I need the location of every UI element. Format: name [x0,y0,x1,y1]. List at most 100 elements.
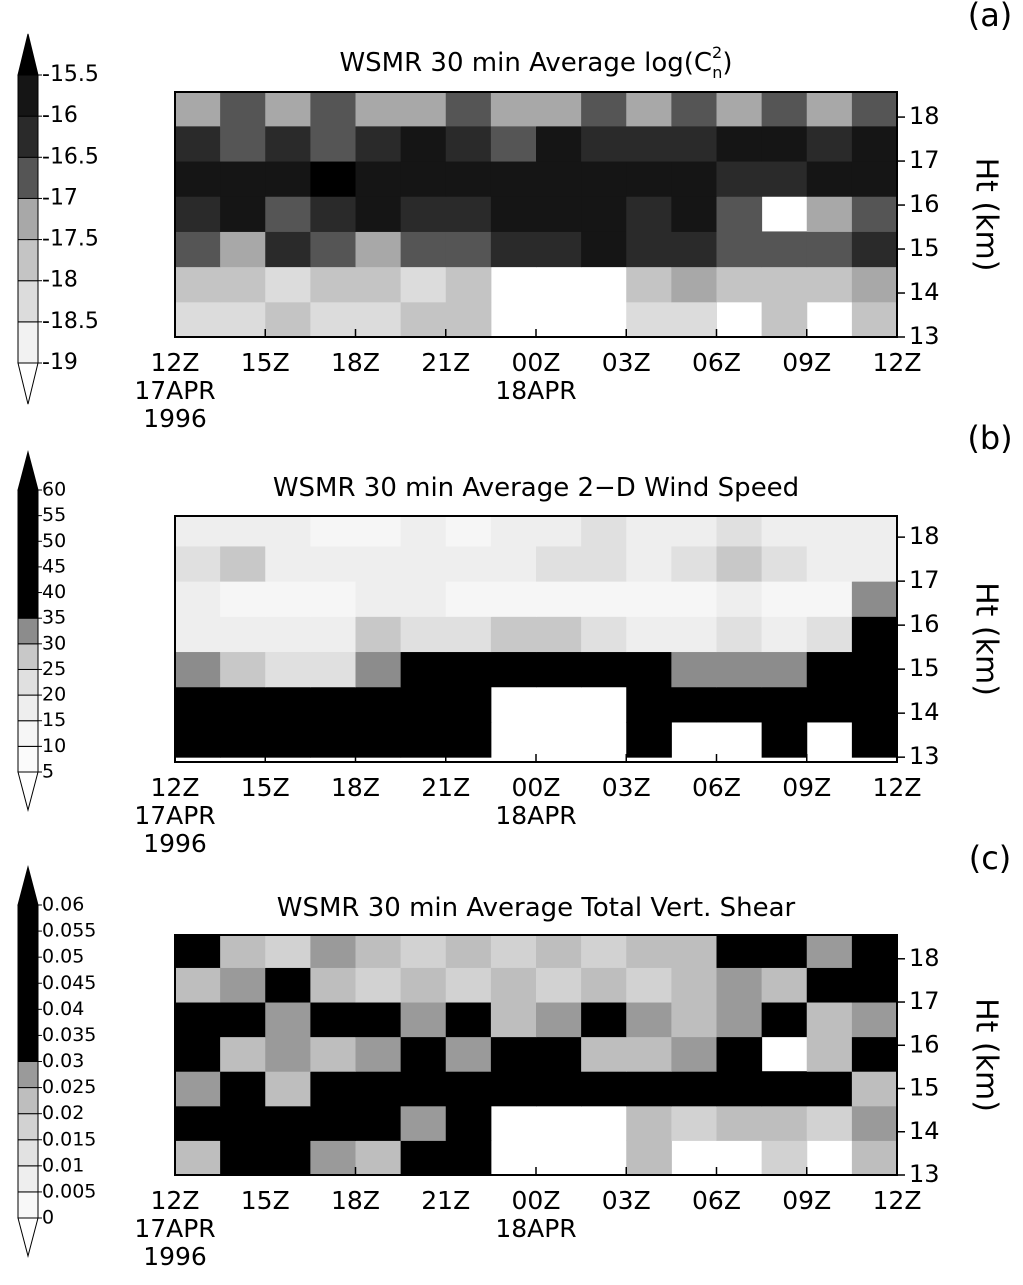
heatmap-cell [851,1002,897,1038]
colorbar-box [17,956,39,984]
heatmap-cell [310,651,356,688]
heatmap-cell [175,1036,221,1072]
y-tick-label: 13 [909,742,940,770]
heatmap-cell [806,161,853,197]
heatmap-cell [400,686,447,723]
heatmap-cell [445,92,492,127]
heatmap-cell [626,721,672,758]
x-tick-label: 00Z [512,348,561,377]
heatmap-cell [265,721,311,758]
heatmap-cell [490,967,537,1003]
x-tick-label: 06Z [692,348,741,377]
y-tick-label: 18 [909,522,940,550]
heatmap-cell [220,545,266,582]
heatmap-cell [671,651,717,688]
heatmap-cell [716,1105,763,1141]
heatmap-cell [581,231,627,268]
panel-label: (b) [967,419,1012,457]
heatmap-cell [490,125,537,162]
heatmap-cell [400,616,447,653]
heatmap-cell [851,1105,897,1141]
y-axis-label: Ht (km) [969,158,1004,272]
heatmap-cell [490,1036,537,1072]
heatmap-cell [806,231,853,268]
heatmap-cell [220,1140,266,1175]
heatmap-cell [175,1071,221,1107]
heatmap-cell [400,161,447,197]
date-label: 1996 [143,829,207,858]
heatmap-cell [265,581,311,617]
colorbar-box [17,930,39,958]
heatmap-cell [851,545,897,582]
heatmap-cell [716,616,763,653]
heatmap-cell [851,686,897,723]
x-tick-label: 12Z [151,1186,200,1215]
colorbar-label: -19 [42,350,78,375]
date-label: 18APR [495,376,576,405]
colorbar-label: 0.025 [42,1076,96,1098]
heatmap-cell [310,161,356,197]
colorbar-label: 0 [42,1207,54,1229]
colorbar-label: 40 [42,581,66,603]
heatmap-cell [265,301,311,337]
heatmap-cell [490,616,537,653]
heatmap-cell [175,545,221,582]
heatmap-cell [175,196,221,232]
heatmap-cell [806,196,853,232]
heatmap-cell [761,1071,808,1107]
heatmap-cell [761,651,808,688]
heatmap-cell [400,1071,447,1107]
heatmap-cell [310,231,356,268]
heatmap-cell [671,935,717,968]
heatmap-cell [536,231,582,268]
heatmap-cell [671,545,717,582]
heatmap-cell [536,516,582,547]
heatmap-cells [175,92,897,337]
colorbar-under [17,771,39,812]
x-tick-label: 18Z [331,348,380,377]
x-tick-label: 00Z [512,773,561,802]
x-tick-label: 09Z [782,1186,831,1215]
heatmap-cell [175,935,221,968]
heatmap-cell [671,967,717,1003]
panel-label: (a) [968,0,1013,34]
heatmap-cell [716,935,763,968]
heatmap-cell [806,125,853,162]
heatmap-cell [310,935,356,968]
heatmap-cell [445,196,492,232]
heatmap-cell [400,1036,447,1072]
colorbar-box [17,617,39,645]
heatmap-cell [355,1105,402,1141]
x-tick-label: 12Z [151,348,200,377]
heatmap-cell [626,92,672,127]
date-label: 18APR [495,1214,576,1243]
heatmap-cell [581,196,627,232]
heatmap-cell [400,301,447,337]
heatmap-cell [671,301,717,337]
heatmap-cell [851,231,897,268]
heatmap-cell [220,1071,266,1107]
heatmap-cell [310,125,356,162]
heatmap-cell [806,651,853,688]
heatmap-cell [310,967,356,1003]
x-tick-label: 12Z [873,348,922,377]
colorbar-label: 0.015 [42,1128,96,1150]
colorbar-label: 0.03 [42,1050,84,1072]
colorbar-label: 20 [42,684,66,706]
heatmap-cell [490,196,537,232]
y-tick-label: 13 [909,1160,940,1188]
x-tick-label: 06Z [692,1186,741,1215]
y-tick-label: 15 [909,234,940,262]
heatmap-cell [265,231,311,268]
heatmap-cell [355,266,402,303]
colorbar-label: 0.045 [42,972,96,994]
heatmap-cell [175,516,221,547]
title-superscript: 2 [712,43,722,62]
heatmap-cell [761,266,808,303]
colorbar-label: 25 [42,658,66,680]
colorbar-label: 15 [42,709,66,731]
colorbar-over [17,450,39,491]
heatmap-cell [581,516,627,547]
y-axis-label: Ht (km) [969,582,1004,696]
heatmap-cell [716,967,763,1003]
